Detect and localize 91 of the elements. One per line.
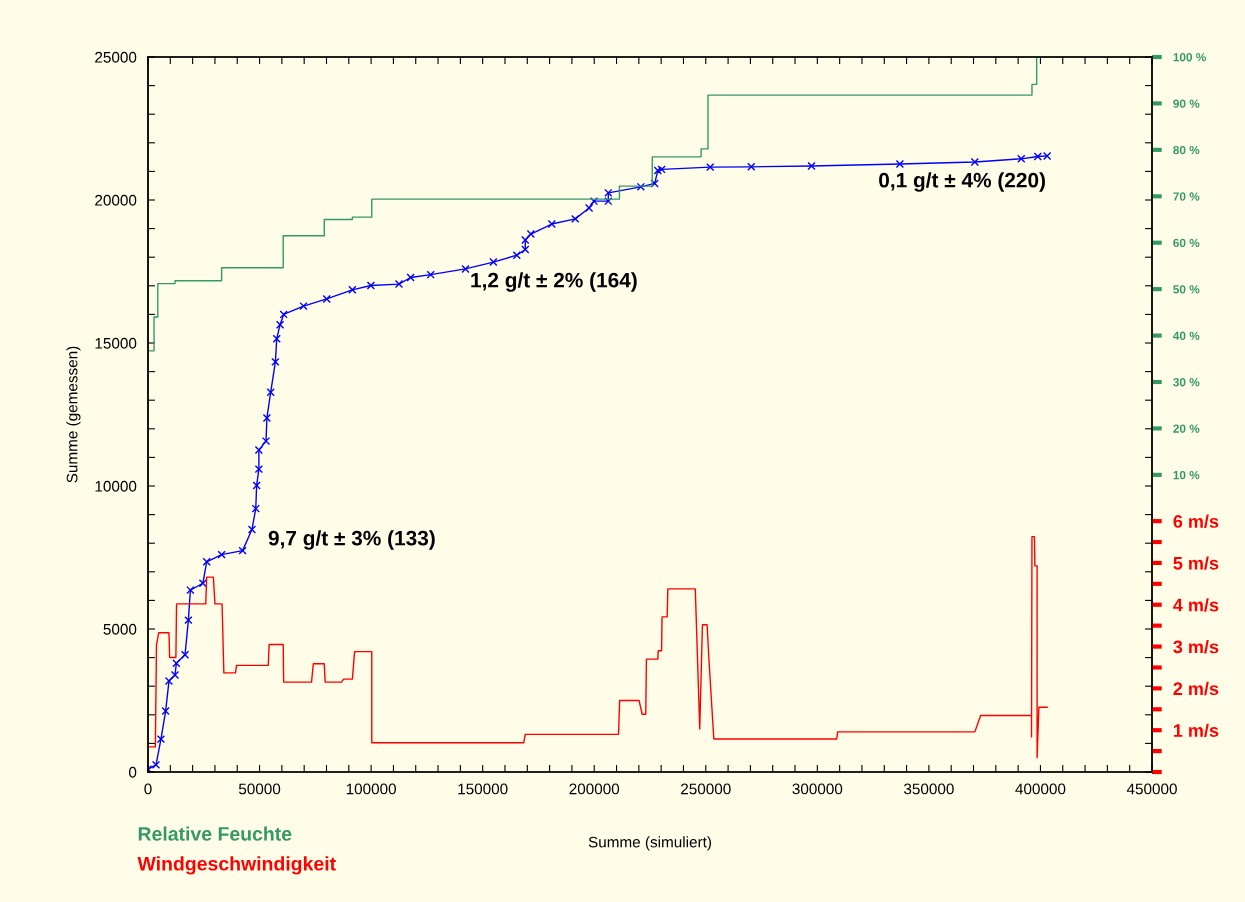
point: [164, 676, 174, 686]
y2-tick-label: 10 %: [1173, 470, 1200, 480]
point: [254, 464, 264, 474]
y-tick-label: 10000: [95, 480, 137, 492]
text: Relative Feuchte: [138, 826, 292, 841]
y3-tick-label: 6 m/s: [1173, 514, 1219, 529]
y2-tick-label: 90 %: [1173, 99, 1200, 108]
text: Windgeschwindigkeit: [137, 856, 336, 875]
point: [747, 162, 756, 171]
point: [571, 214, 580, 224]
point: [180, 650, 190, 659]
point: [706, 162, 715, 172]
point: [1017, 154, 1026, 163]
point: [406, 273, 415, 282]
point: [650, 179, 659, 188]
point: [261, 436, 271, 446]
point: [251, 504, 260, 513]
point: [604, 188, 613, 198]
y2-tick-label: 60 %: [1173, 238, 1200, 248]
point: [807, 161, 816, 171]
point: [151, 760, 161, 770]
annotation: 9,7 g/t ± 3% (133): [268, 530, 435, 550]
y-tick-label: 0: [128, 766, 137, 778]
point: [461, 264, 470, 274]
point: [636, 182, 646, 192]
y3-tick-label: 3 m/s: [1173, 640, 1219, 654]
y2-tick-label: 100 %: [1173, 53, 1206, 62]
point: [202, 557, 211, 566]
point: [584, 203, 594, 213]
point: [512, 251, 521, 260]
y2-tick-label: 30 %: [1173, 378, 1200, 387]
point: [252, 481, 261, 490]
point: [172, 659, 181, 668]
x-tick-label: 300000: [792, 783, 843, 795]
y-tick-label: 5000: [103, 623, 137, 635]
point: [657, 165, 666, 174]
y2-tick-label: 40 %: [1173, 331, 1200, 340]
x-tick-label: 150000: [458, 783, 508, 795]
x-tick-label: 100000: [346, 783, 397, 795]
y2-tick-label: 80 %: [1173, 145, 1200, 155]
y3-tick-label: 5 m/s: [1173, 556, 1219, 570]
point: [184, 615, 193, 625]
x-tick-label: 250000: [681, 783, 731, 795]
x-tick-label: 200000: [569, 783, 620, 795]
point: [526, 229, 536, 239]
point: [322, 294, 331, 304]
point: [489, 257, 498, 267]
point: [547, 219, 556, 229]
y2-tick-label: 20 %: [1173, 424, 1200, 433]
point: [217, 550, 226, 559]
y-tick-label: 25000: [95, 51, 137, 63]
point: [366, 281, 376, 290]
point: [521, 235, 530, 245]
point: [299, 301, 308, 311]
y3-tick-label: 2 m/s: [1173, 681, 1219, 696]
point: [247, 525, 257, 534]
y-tick-label: 15000: [95, 337, 137, 349]
y3-tick-label: 4 m/s: [1173, 598, 1219, 612]
x-tick-label: 350000: [903, 783, 954, 795]
point: [348, 285, 357, 294]
y2-tick-label: 70 %: [1173, 192, 1200, 201]
point: [653, 166, 662, 175]
annotation: 1,2 g/t ± 2% (164): [471, 272, 637, 292]
x-tick-label: 50000: [238, 783, 281, 795]
y2-tick-label: 50 %: [1173, 285, 1200, 294]
point: [238, 546, 247, 555]
point: [262, 413, 272, 423]
point: [271, 357, 280, 367]
point: [521, 245, 530, 254]
annotation: 0,1 g/t ± 4% (220): [879, 172, 1045, 192]
point: [604, 196, 613, 206]
x-tick-label: 450000: [1126, 783, 1177, 795]
point: [275, 320, 285, 329]
y-axis-title: Summe (gemessen): [66, 346, 81, 483]
y3-tick-label: 1 m/s: [1173, 723, 1219, 738]
point: [186, 585, 195, 595]
x-tick-label: 400000: [1015, 783, 1066, 795]
point: [254, 445, 264, 455]
point: [426, 270, 435, 279]
point: [394, 279, 404, 289]
point: [272, 334, 281, 343]
x-tick-label: 0: [144, 783, 152, 795]
y-tick-label: 20000: [95, 194, 137, 206]
point: [279, 310, 288, 319]
point: [266, 388, 275, 397]
point: [895, 159, 905, 169]
point: [170, 670, 180, 680]
x-axis-title: Summe (simuliert): [588, 836, 712, 851]
point: [161, 706, 170, 716]
point: [970, 157, 980, 167]
point: [156, 734, 166, 744]
